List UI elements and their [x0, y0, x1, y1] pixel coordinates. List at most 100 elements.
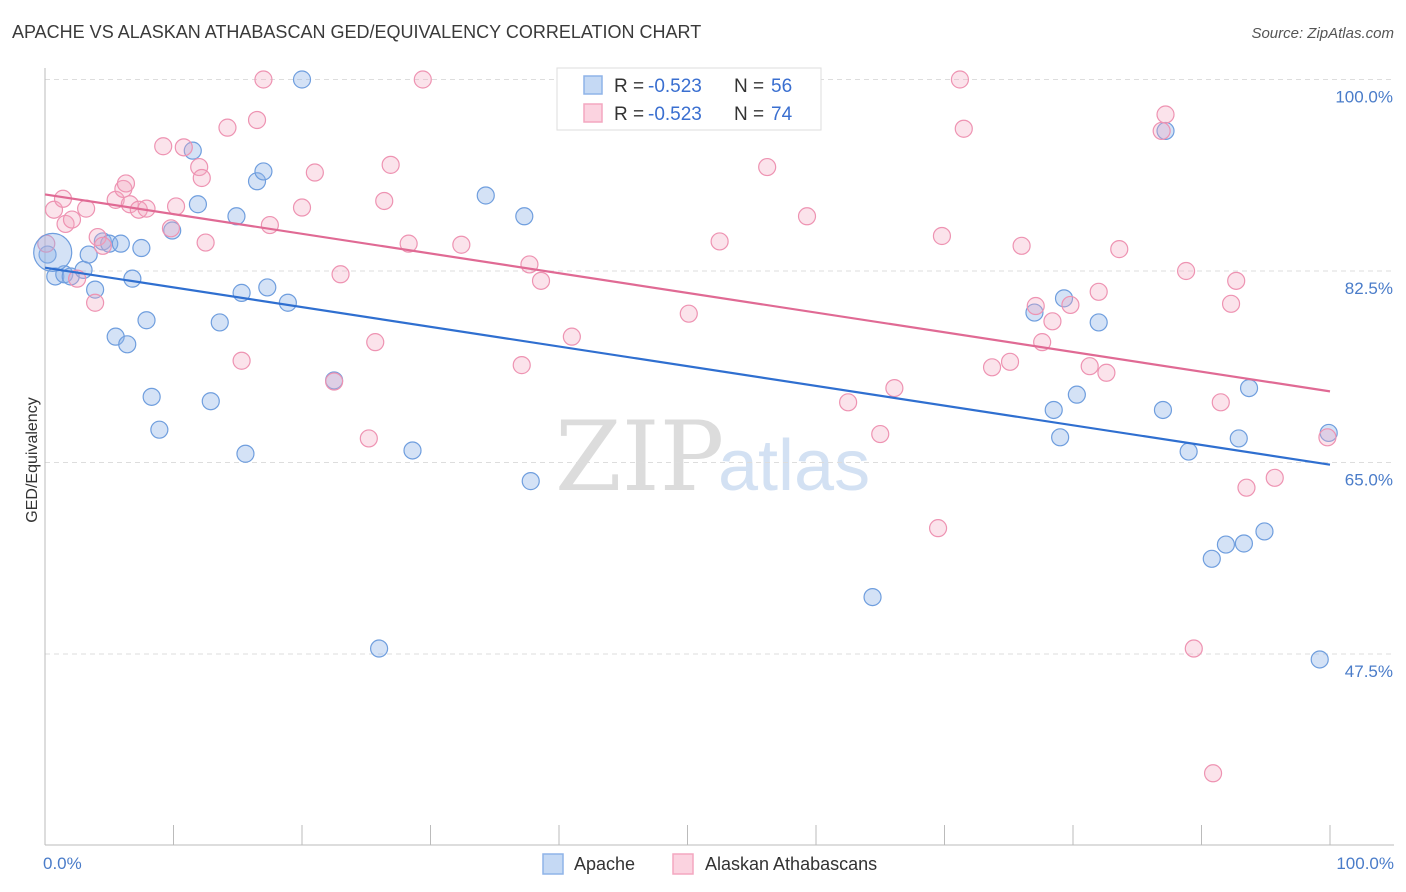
data-point — [1067, 385, 1086, 404]
data-point — [79, 245, 98, 264]
series-apache — [38, 70, 1338, 669]
data-point — [1184, 639, 1203, 658]
chart-title: APACHE VS ALASKAN ATHABASCAN GED/EQUIVAL… — [12, 22, 701, 42]
data-point — [476, 186, 495, 205]
watermark: ZIP atlas — [555, 401, 870, 513]
data-point — [1026, 296, 1045, 316]
data-point — [1153, 400, 1173, 420]
y-tick-label: 82.5% — [1345, 279, 1393, 298]
watermark-atlas: atlas — [718, 426, 870, 506]
data-point — [260, 215, 279, 235]
data-point — [123, 269, 142, 288]
bottom-legend-swatch-athabascan — [672, 853, 694, 875]
data-point — [679, 304, 698, 323]
data-point — [37, 234, 56, 253]
data-point — [111, 234, 130, 253]
data-point — [1089, 313, 1108, 332]
data-point — [247, 110, 267, 130]
y-tick-label: 65.0% — [1345, 471, 1393, 490]
data-point — [331, 265, 350, 284]
data-point — [1221, 294, 1241, 313]
data-point — [305, 163, 324, 182]
data-point — [413, 70, 432, 89]
data-point — [562, 327, 581, 346]
data-point — [1239, 378, 1259, 398]
data-point — [1176, 261, 1196, 281]
data-point-large — [33, 232, 73, 272]
data-point — [1203, 764, 1223, 783]
legend-athabascan-r-label: R = — [614, 104, 644, 125]
legend-apache-n-value: 56 — [771, 76, 792, 97]
legend: R = -0.523 N = 56 R = -0.523 N = 74 — [556, 67, 822, 131]
data-point — [188, 195, 208, 214]
legend-swatch-athabascan — [583, 103, 603, 123]
data-point — [1152, 121, 1171, 141]
series-athabascan — [37, 70, 1337, 783]
data-point — [236, 444, 255, 463]
data-point — [325, 372, 344, 391]
data-point — [359, 429, 378, 448]
data-point — [1043, 312, 1062, 331]
data-point — [381, 155, 400, 174]
data-point — [1012, 236, 1031, 255]
data-point — [142, 387, 161, 406]
data-point — [292, 198, 312, 217]
watermark-zip: ZIP — [555, 401, 724, 513]
data-point — [254, 70, 273, 89]
data-point — [932, 226, 952, 246]
legend-swatch-apache — [583, 75, 603, 95]
bottom-legend: Apache Alaskan Athabascans — [542, 853, 877, 875]
data-point — [863, 587, 882, 607]
data-point — [210, 313, 229, 332]
y-tick-label: 47.5% — [1345, 662, 1393, 681]
legend-athabascan-n-value: 74 — [771, 104, 793, 125]
data-point — [399, 234, 418, 253]
data-point — [166, 197, 186, 216]
data-point — [1080, 357, 1099, 376]
legend-apache-r-label: R = — [614, 76, 644, 97]
data-point — [93, 236, 112, 255]
data-point — [375, 191, 394, 211]
data-point — [521, 472, 540, 491]
bottom-legend-swatch-apache — [542, 853, 564, 875]
data-point — [174, 138, 193, 157]
trend-line-athabascan — [44, 193, 1331, 393]
y-tick-label: 100.0% — [1335, 88, 1393, 107]
data-point — [710, 232, 729, 251]
data-point — [1255, 522, 1274, 541]
data-point — [1234, 534, 1254, 553]
legend-athabascan-n-label: N = — [734, 104, 764, 125]
chart-source: Source: ZipAtlas.com — [1251, 25, 1394, 42]
data-point — [1110, 240, 1129, 259]
axes: 100.0% 82.5% 65.0% 47.5% 0.0% 100.0% — [43, 68, 1394, 873]
data-point — [885, 378, 904, 398]
data-point — [247, 172, 267, 191]
data-point — [118, 335, 137, 354]
data-point — [512, 356, 531, 375]
data-point — [1310, 650, 1329, 669]
data-point — [1025, 303, 1044, 322]
data-point — [1265, 468, 1284, 487]
bottom-legend-athabascan: Alaskan Athabascans — [705, 854, 877, 874]
data-point — [154, 137, 173, 156]
data-point — [150, 420, 169, 439]
data-point — [403, 441, 422, 460]
data-point — [190, 157, 209, 177]
data-point — [1179, 442, 1198, 461]
data-point — [1211, 393, 1230, 412]
data-point — [278, 293, 297, 312]
data-point — [950, 70, 970, 89]
data-point — [1229, 429, 1248, 448]
data-point — [928, 519, 948, 538]
legend-apache-n-label: N = — [734, 76, 764, 97]
data-point — [201, 392, 220, 411]
series-layer — [33, 70, 1338, 783]
data-point — [758, 157, 777, 177]
data-point — [531, 271, 551, 290]
data-point — [88, 227, 107, 247]
data-point — [1318, 428, 1337, 447]
data-point — [1202, 549, 1221, 568]
x-tick-label: 0.0% — [43, 854, 82, 873]
data-point — [161, 219, 181, 238]
